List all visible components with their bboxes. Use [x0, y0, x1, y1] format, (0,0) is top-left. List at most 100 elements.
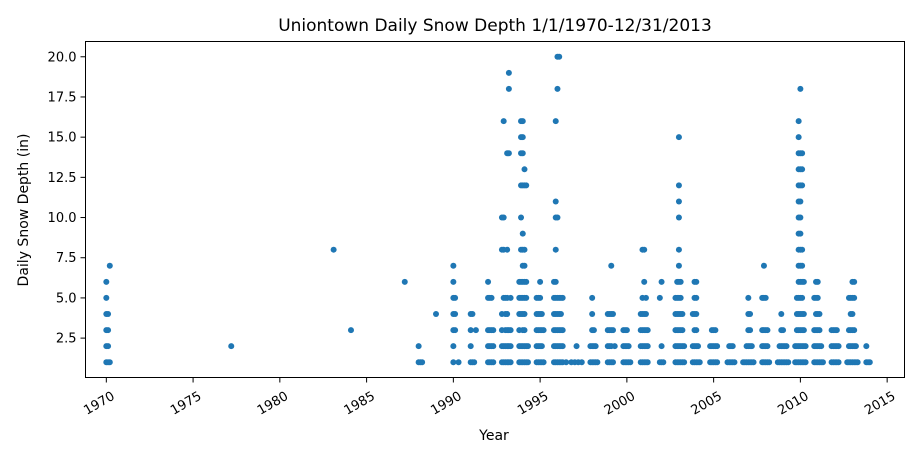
data-point [228, 343, 235, 350]
data-point [627, 359, 634, 366]
data-point [106, 359, 113, 366]
data-point [573, 343, 580, 350]
data-point [762, 294, 769, 301]
x-tick-label: 1985 [342, 389, 378, 419]
data-point [519, 134, 526, 141]
data-point [764, 327, 771, 334]
data-point [589, 294, 596, 301]
data-point [675, 246, 682, 253]
data-point [609, 327, 616, 334]
data-point [552, 118, 559, 125]
data-point [748, 343, 755, 350]
data-point [766, 359, 773, 366]
data-point [519, 230, 526, 237]
data-point [819, 359, 826, 366]
data-point [524, 359, 531, 366]
data-point [656, 294, 663, 301]
data-point [611, 343, 618, 350]
y-tick-label: 12.5 [48, 171, 77, 186]
data-point [778, 311, 785, 317]
data-point [500, 118, 507, 125]
data-point [450, 343, 457, 350]
data-point [559, 343, 566, 350]
data-point [490, 327, 497, 334]
data-point [797, 198, 804, 205]
data-point [677, 294, 684, 301]
data-point [330, 246, 337, 253]
data-point [347, 327, 354, 334]
data-point [521, 327, 528, 334]
data-point [835, 359, 842, 366]
x-tick-label: 1990 [428, 389, 464, 419]
data-point [644, 343, 651, 350]
data-point [799, 150, 806, 157]
data-point [780, 327, 787, 334]
data-point [642, 311, 649, 317]
data-point [799, 246, 806, 253]
data-point [851, 294, 858, 301]
data-point [641, 278, 648, 285]
data-point [523, 278, 530, 285]
data-point [518, 214, 525, 221]
data-point [816, 311, 823, 317]
data-point [785, 359, 792, 366]
data-point [854, 359, 861, 366]
data-point [800, 278, 807, 285]
data-point [559, 294, 566, 301]
data-point [521, 262, 528, 269]
data-point [714, 359, 721, 366]
data-point [103, 278, 110, 285]
data-point [105, 327, 112, 334]
y-tick-label: 15.0 [48, 131, 77, 146]
y-axis-ticks: 2.5 5.0 7.5 10.0 12.5 15.0 17.5 20.0 [48, 50, 86, 347]
data-point [538, 343, 545, 350]
data-point [106, 262, 113, 269]
data-point [641, 246, 648, 253]
chart-title: Uniontown Daily Snow Depth 1/1/1970-12/3… [278, 16, 712, 36]
x-tick-label: 2000 [602, 389, 638, 419]
data-point [608, 262, 615, 269]
data-point [507, 359, 514, 366]
data-point [675, 198, 682, 205]
data-point [485, 278, 492, 285]
data-point [552, 246, 559, 253]
data-point [554, 85, 561, 92]
data-point [507, 294, 514, 301]
x-tick-label: 1980 [255, 389, 291, 419]
data-point [507, 327, 514, 334]
data-point [500, 214, 507, 221]
data-point [415, 343, 422, 350]
x-axis-label: Year [478, 428, 509, 444]
data-point [658, 278, 665, 285]
data-point [467, 327, 474, 334]
x-tick-label: 2015 [862, 389, 898, 419]
data-point [505, 150, 512, 157]
data-point [578, 359, 585, 366]
y-tick-label: 10.0 [48, 211, 77, 226]
data-point [559, 327, 566, 334]
data-point [505, 85, 512, 92]
data-point [105, 311, 112, 317]
data-point [521, 246, 528, 253]
data-point [693, 311, 700, 317]
data-point [609, 311, 616, 317]
data-point [537, 278, 544, 285]
data-point [750, 359, 757, 366]
data-point [764, 343, 771, 350]
data-point [519, 150, 526, 157]
data-point [590, 327, 597, 334]
data-point [105, 343, 112, 350]
y-tick-label: 7.5 [56, 251, 77, 266]
data-point [563, 359, 570, 366]
data-point [556, 53, 563, 60]
data-point [795, 134, 802, 141]
data-point [745, 294, 752, 301]
data-point [797, 230, 804, 237]
data-point [660, 359, 667, 366]
data-point [693, 294, 700, 301]
data-point [467, 343, 474, 350]
data-point [675, 214, 682, 221]
y-tick-label: 5.0 [56, 291, 77, 306]
data-point [679, 327, 686, 334]
data-point [488, 294, 495, 301]
